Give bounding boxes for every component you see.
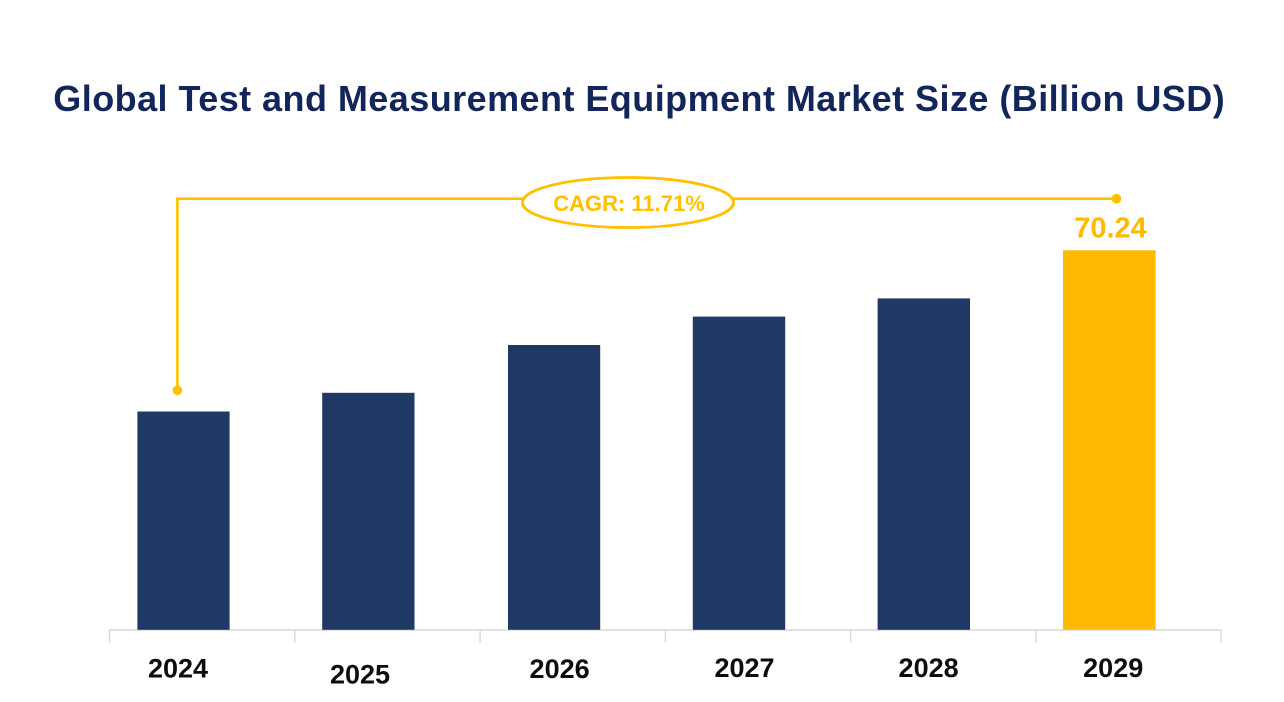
svg-text:2027: 2027 xyxy=(714,653,774,683)
svg-text:Global Test and Measurement Eq: Global Test and Measurement Equipment Ma… xyxy=(53,78,1225,119)
svg-text:2028: 2028 xyxy=(899,653,959,683)
svg-text:CAGR: 11.71%: CAGR: 11.71% xyxy=(553,191,705,216)
svg-text:2024: 2024 xyxy=(148,654,208,684)
svg-text:2025: 2025 xyxy=(330,660,390,690)
svg-text:2026: 2026 xyxy=(530,654,590,684)
svg-text:70.24: 70.24 xyxy=(1074,213,1147,245)
svg-text:2029: 2029 xyxy=(1083,653,1143,683)
